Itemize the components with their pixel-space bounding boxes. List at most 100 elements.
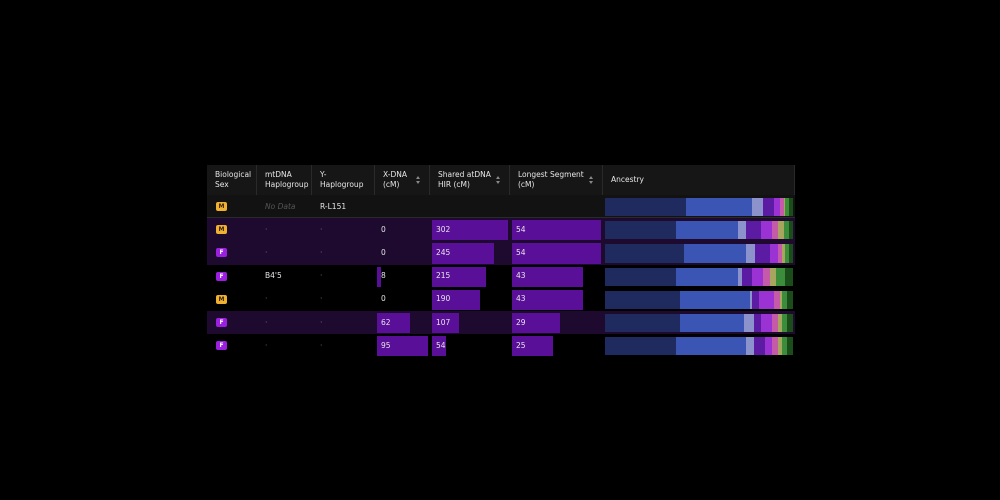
ancestry-segment	[605, 290, 681, 309]
xdna-bar	[377, 313, 411, 334]
ancestry-segment	[683, 244, 746, 263]
longest-value: 54	[516, 247, 526, 257]
longest-value: 43	[516, 294, 526, 304]
ancestry-segment	[680, 314, 745, 333]
column-header[interactable]: Longest Segment (cM)	[510, 165, 603, 195]
ancestry-segment	[789, 244, 793, 263]
shared-value: 245	[436, 247, 451, 257]
ancestry-segment	[777, 314, 782, 333]
sort-icon[interactable]	[416, 176, 421, 184]
xdna-value: 8	[381, 271, 386, 281]
yhap-cell: ·	[320, 247, 323, 257]
ancestry-segment	[742, 267, 752, 286]
ancestry-segment	[751, 290, 760, 309]
xdna-value: 0	[381, 247, 386, 257]
mtdna-cell: No Data	[265, 201, 296, 211]
ancestry-segment	[605, 337, 677, 356]
ancestry-segment	[777, 244, 782, 263]
header-text: mtDNA Haplogroup	[265, 170, 309, 189]
mtdna-cell: ·	[265, 317, 268, 327]
mtdna-cell: B4'5	[265, 271, 282, 281]
longest-bar	[512, 313, 560, 334]
ancestry-segment	[779, 290, 782, 309]
shared-bar	[432, 289, 480, 310]
shared-value: 190	[436, 294, 451, 304]
column-header[interactable]: X-DNA (cM)	[375, 165, 430, 195]
ancestry-segment	[761, 314, 773, 333]
ancestry-segment	[770, 267, 777, 286]
ancestry-segment	[772, 221, 778, 240]
sex-badge: M	[216, 202, 227, 211]
column-header: Biological Sex	[207, 165, 257, 195]
ancestry-segment	[787, 314, 793, 333]
ancestry-segment	[676, 337, 746, 356]
mtdna-cell: ·	[265, 224, 268, 234]
ancestry-segment	[762, 198, 775, 217]
ancestry-segment	[783, 221, 790, 240]
ancestry-segment	[777, 221, 784, 240]
ancestry-segment	[774, 198, 780, 217]
ancestry-segment	[785, 198, 790, 217]
ancestry-segment	[781, 290, 788, 309]
sex-badge: F	[216, 318, 227, 327]
column-header[interactable]: Shared atDNA HIR (cM)	[430, 165, 510, 195]
yhap-cell: ·	[320, 340, 323, 350]
ancestry-segment	[783, 198, 786, 217]
sort-icon[interactable]	[589, 176, 594, 184]
ancestry-segment	[789, 198, 793, 217]
ancestry-segment	[746, 337, 754, 356]
ancestry-segment	[605, 267, 677, 286]
ancestry-segment	[753, 337, 765, 356]
ancestry-segment	[781, 244, 786, 263]
ancestry-segment	[746, 244, 756, 263]
yhap-cell: ·	[320, 224, 323, 234]
shared-bar	[432, 336, 446, 357]
ancestry-segment	[787, 337, 793, 356]
xdna-bar	[377, 266, 382, 287]
ancestry-segment	[761, 221, 773, 240]
ancestry-segment	[605, 314, 681, 333]
longest-value: 43	[516, 271, 526, 281]
ancestry-segment	[676, 267, 739, 286]
column-header: mtDNA Haplogroup	[257, 165, 312, 195]
shared-bar	[432, 266, 487, 287]
mtdna-cell: ·	[265, 294, 268, 304]
longest-bar	[512, 266, 583, 287]
ancestry-segment	[751, 198, 763, 217]
xdna-value: 95	[381, 340, 391, 350]
longest-bar	[512, 336, 554, 357]
yhap-cell: ·	[320, 271, 323, 281]
ancestry-segment	[781, 337, 788, 356]
xdna-value: 0	[381, 224, 386, 234]
shared-value: 302	[436, 224, 451, 234]
xdna-value: 62	[381, 317, 391, 327]
shared-value: 107	[436, 317, 451, 327]
longest-value: 25	[516, 340, 526, 350]
shared-value: 215	[436, 271, 451, 281]
ancestry-segment	[738, 221, 746, 240]
ancestry-segment	[787, 290, 793, 309]
xdna-value: 0	[381, 294, 386, 304]
header-text: Ancestry	[611, 175, 644, 184]
yhap-cell: R-L151	[320, 201, 347, 211]
sort-icon[interactable]	[496, 176, 501, 184]
sex-badge: M	[216, 294, 227, 304]
ancestry-segment	[753, 314, 762, 333]
yhap-cell: ·	[320, 294, 323, 304]
xdna-bar	[377, 336, 428, 357]
column-header: Y-Haplogroup	[312, 165, 375, 195]
ancestry-segment	[744, 314, 754, 333]
ancestry-segment	[685, 198, 752, 217]
ancestry-segment	[759, 290, 775, 309]
sex-badge: F	[216, 248, 227, 258]
shared-bar	[432, 243, 494, 264]
sex-badge: F	[216, 271, 227, 281]
matches-table: Biological Sex mtDNA Haplogroup Y-Haplogro…	[207, 165, 795, 358]
shared-bar	[432, 313, 459, 334]
header-text: Biological Sex	[215, 170, 252, 189]
longest-bar	[512, 289, 583, 310]
ancestry-segment	[764, 337, 773, 356]
ancestry-segment	[789, 221, 793, 240]
header-text: Shared atDNA HIR (cM)	[438, 170, 491, 189]
